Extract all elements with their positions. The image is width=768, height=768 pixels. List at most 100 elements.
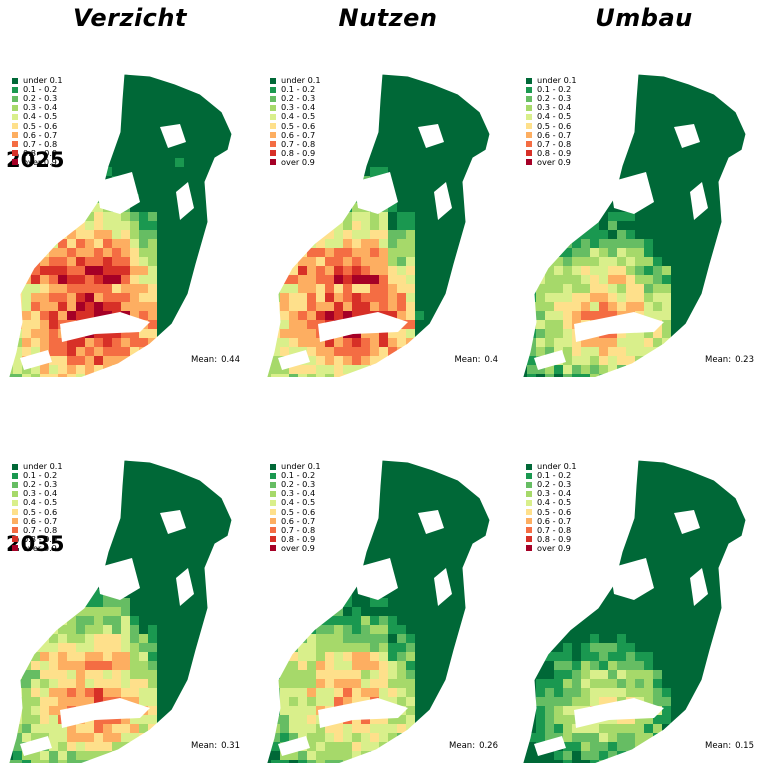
- map-cell: [626, 365, 636, 375]
- map-cell: [103, 356, 113, 366]
- legend-label: 0.6 - 0.7: [537, 129, 572, 140]
- map-cell: [478, 580, 488, 590]
- map-cell: [94, 338, 104, 348]
- map-cell: [707, 221, 717, 231]
- map-cell: [361, 481, 371, 491]
- map-cell: [325, 526, 335, 536]
- map-cell: [220, 508, 230, 518]
- map-cell: [139, 688, 149, 698]
- map-cell: [76, 634, 86, 644]
- map-cell: [76, 365, 86, 375]
- map-cell: [220, 652, 230, 662]
- legend-label: under 0.1: [281, 461, 321, 472]
- map-cell: [112, 463, 122, 473]
- map-cell: [608, 230, 618, 240]
- map-cell: [397, 176, 407, 186]
- map-cell: [442, 661, 452, 671]
- legend-item: over 0.9: [526, 157, 577, 167]
- map-cell: [103, 140, 113, 150]
- map-cell: [325, 643, 335, 653]
- map-cell: [49, 275, 59, 285]
- map-cell: [370, 74, 380, 78]
- map-cell: [49, 661, 59, 671]
- map-cell: [460, 508, 470, 518]
- map-cell: [397, 167, 407, 177]
- map-cell: [166, 607, 176, 617]
- map-cell: [487, 715, 490, 725]
- map-cell: [388, 679, 398, 689]
- map-cell: [469, 760, 479, 763]
- map-cell: [175, 347, 185, 357]
- map-cell: [707, 131, 717, 141]
- map-cell: [166, 158, 176, 168]
- map-cell: [139, 203, 149, 213]
- map-cell: [698, 365, 708, 375]
- map-cell: [554, 302, 564, 312]
- map-cell: [478, 634, 488, 644]
- map-cell: [130, 74, 140, 78]
- map-cell: [8, 257, 14, 267]
- map-cell: [379, 490, 389, 500]
- map-cell: [49, 598, 59, 608]
- map-cell: [40, 697, 50, 707]
- legend-item: 0.3 - 0.4: [270, 103, 321, 112]
- map-cell: [698, 275, 708, 285]
- map-cell: [469, 122, 479, 132]
- map-cell: [334, 302, 344, 312]
- map-cell: [49, 365, 59, 375]
- map-cell: [343, 742, 353, 752]
- map-cell: [590, 293, 600, 303]
- map-cell: [148, 86, 158, 96]
- map-cell: [671, 374, 681, 377]
- map-cell: [166, 248, 176, 258]
- map-cell: [202, 490, 212, 500]
- map-cell: [184, 661, 194, 671]
- map-cell: [451, 472, 461, 482]
- map-gap: [434, 568, 452, 606]
- map-cell: [352, 625, 362, 635]
- map-cell: [424, 499, 434, 509]
- map-cell: [406, 131, 416, 141]
- map-cell: [379, 598, 389, 608]
- map-cell: [202, 266, 212, 276]
- map-cell: [388, 562, 398, 572]
- map-cell: [343, 365, 353, 375]
- map-cell: [130, 95, 140, 105]
- map-cell: [397, 535, 407, 545]
- map-cell: [325, 74, 335, 78]
- map-cell: [608, 257, 618, 267]
- legend-swatch: [526, 150, 532, 157]
- map-cell: [229, 598, 232, 608]
- map-cell: [370, 544, 380, 554]
- map-cell: [202, 652, 212, 662]
- map-cell: [352, 167, 362, 177]
- map-cell: [316, 239, 326, 249]
- map-cell: [307, 329, 317, 339]
- map-cell: [85, 562, 95, 572]
- map-cell: [743, 284, 746, 294]
- map-gap: [318, 312, 408, 342]
- map-cell: [94, 257, 104, 267]
- map-cell: [469, 239, 479, 249]
- map-cell: [334, 460, 344, 464]
- map-cell: [130, 293, 140, 303]
- map-cell: [442, 257, 452, 267]
- map-cell: [202, 167, 212, 177]
- map-cell: [433, 544, 443, 554]
- map-cell: [193, 293, 203, 303]
- map-cell: [139, 697, 149, 707]
- map-cell: [307, 248, 317, 258]
- map-cell: [361, 122, 371, 132]
- map-cell: [581, 311, 591, 321]
- map-cell: [202, 625, 212, 635]
- map-cell: [307, 194, 317, 204]
- map-cell: [653, 356, 663, 366]
- map-cell: [460, 212, 470, 222]
- legend-item: 0.3 - 0.4: [12, 103, 63, 112]
- map-cell: [590, 194, 600, 204]
- map-cell: [671, 239, 681, 249]
- map-cell: [184, 131, 194, 141]
- map-cell: [76, 580, 86, 590]
- map-cell: [343, 158, 353, 168]
- map-cell: [220, 598, 230, 608]
